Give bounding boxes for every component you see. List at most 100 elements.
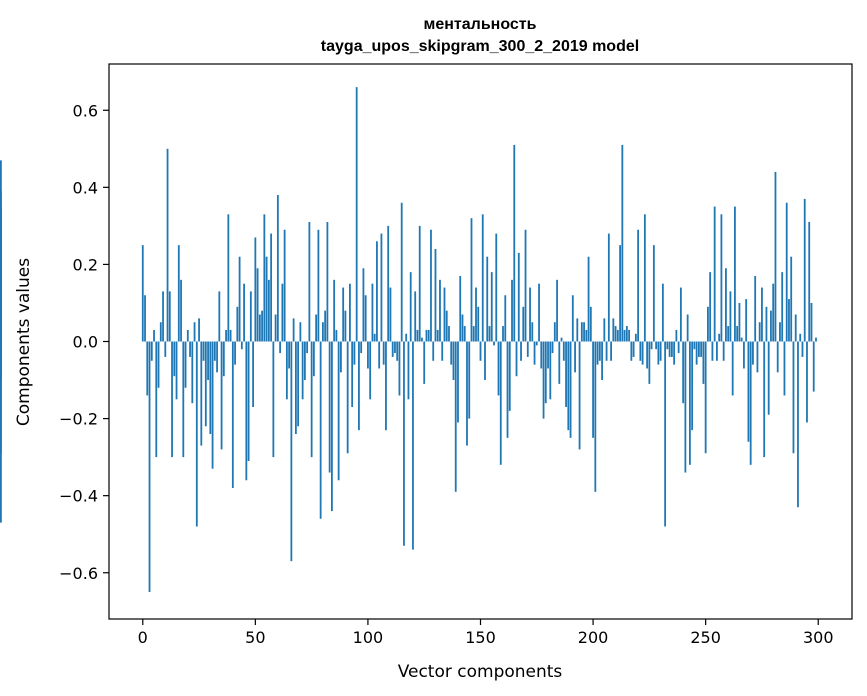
bar-38 bbox=[227, 214, 230, 342]
bar-221 bbox=[639, 341, 642, 361]
bar-196 bbox=[583, 322, 585, 342]
bar-198 bbox=[587, 256, 590, 342]
bar-117 bbox=[405, 333, 408, 342]
bar-151 bbox=[481, 214, 484, 342]
bar-86 bbox=[335, 329, 338, 342]
bar-283 bbox=[779, 322, 781, 342]
bar-233 bbox=[666, 341, 669, 350]
bar-255 bbox=[716, 341, 718, 361]
bar-174 bbox=[533, 341, 536, 365]
bar-195 bbox=[580, 322, 583, 342]
bar-2 bbox=[146, 341, 149, 396]
bar-227 bbox=[652, 245, 655, 342]
bar-210 bbox=[614, 326, 617, 342]
bar-229 bbox=[657, 341, 660, 365]
bar-119 bbox=[409, 272, 412, 342]
bar-17 bbox=[180, 279, 182, 342]
bar-156 bbox=[493, 341, 495, 346]
bar-274 bbox=[758, 322, 761, 342]
bar-21 bbox=[189, 341, 191, 357]
bar-186 bbox=[560, 337, 563, 342]
bar-237 bbox=[675, 329, 678, 342]
bar-63 bbox=[283, 229, 286, 342]
bar-95 bbox=[355, 87, 358, 342]
bar-16 bbox=[177, 245, 180, 342]
bar-149 bbox=[477, 306, 480, 342]
bar-147 bbox=[472, 326, 475, 342]
bar-292 bbox=[799, 333, 802, 342]
bar-220 bbox=[637, 229, 640, 342]
bar-3 bbox=[148, 341, 151, 593]
bar-197 bbox=[585, 329, 588, 342]
bar-64 bbox=[285, 341, 288, 400]
bar-76 bbox=[312, 341, 315, 377]
bar-176 bbox=[538, 283, 540, 342]
bar-83 bbox=[328, 341, 331, 473]
bar-18 bbox=[182, 341, 185, 458]
bar-260 bbox=[727, 326, 730, 342]
bar-157 bbox=[495, 233, 498, 342]
bar-209 bbox=[612, 318, 615, 342]
bar-84 bbox=[331, 341, 333, 512]
bar-12 bbox=[168, 291, 171, 342]
bar-15 bbox=[175, 341, 178, 400]
bar-254 bbox=[713, 206, 716, 342]
bar-281 bbox=[774, 171, 777, 342]
bar-31 bbox=[211, 341, 214, 469]
bar-55 bbox=[265, 256, 268, 342]
bar-180 bbox=[547, 341, 549, 369]
bar-230 bbox=[659, 341, 662, 361]
bar-132 bbox=[439, 279, 441, 342]
bar-130 bbox=[434, 249, 437, 342]
x-tick-label-0: 0 bbox=[138, 628, 148, 647]
bar-170 bbox=[524, 229, 527, 342]
bar-13 bbox=[171, 341, 173, 458]
bar-67 bbox=[292, 318, 295, 342]
bar-272 bbox=[754, 275, 757, 342]
bar-167 bbox=[517, 252, 520, 342]
y-tick-label-4: 0.2 bbox=[73, 255, 98, 274]
bar-216 bbox=[628, 329, 630, 342]
x-tick-label-200: 200 bbox=[578, 628, 609, 647]
bar-25 bbox=[198, 318, 200, 342]
bar-253 bbox=[711, 341, 714, 361]
chart-title-line1: ментальность bbox=[424, 16, 537, 33]
bar-101 bbox=[369, 341, 372, 400]
bar-286 bbox=[785, 202, 788, 342]
bar-242 bbox=[686, 314, 689, 342]
bar-49 bbox=[252, 341, 254, 408]
bar-41 bbox=[234, 341, 236, 365]
bar-173 bbox=[531, 322, 534, 342]
bar-276 bbox=[763, 341, 766, 458]
bar-6 bbox=[155, 341, 158, 458]
bar-23 bbox=[193, 322, 196, 342]
bar-204 bbox=[601, 341, 603, 381]
y-tick-label-0: −0.6 bbox=[59, 564, 98, 583]
bar-109 bbox=[387, 225, 390, 342]
bar-70 bbox=[299, 322, 302, 342]
bar-82 bbox=[326, 222, 329, 342]
bar-66 bbox=[290, 341, 293, 562]
bar-56 bbox=[267, 279, 270, 342]
bar-218 bbox=[632, 341, 635, 357]
bar-128 bbox=[430, 229, 432, 342]
bar-247 bbox=[698, 341, 700, 357]
bar-4 bbox=[150, 341, 153, 361]
bar-69 bbox=[297, 341, 300, 427]
bar-24 bbox=[195, 341, 198, 527]
bar-267 bbox=[743, 341, 745, 369]
bar-178 bbox=[542, 341, 545, 419]
bar-27 bbox=[202, 341, 205, 361]
bar-213 bbox=[621, 144, 624, 342]
bar-111 bbox=[391, 341, 394, 357]
bar-135 bbox=[445, 310, 448, 342]
bar-91 bbox=[346, 341, 349, 454]
chart-title-line2: tayga_upos_skipgram_300_2_2019 model bbox=[321, 38, 639, 55]
bar-40 bbox=[231, 341, 234, 488]
bar-37 bbox=[225, 329, 227, 342]
bar-44 bbox=[240, 341, 243, 350]
bar-104 bbox=[376, 241, 378, 342]
bar-273 bbox=[756, 341, 759, 373]
y-tick-label-6: 0.6 bbox=[73, 101, 98, 120]
x-tick-label-150: 150 bbox=[465, 628, 496, 647]
